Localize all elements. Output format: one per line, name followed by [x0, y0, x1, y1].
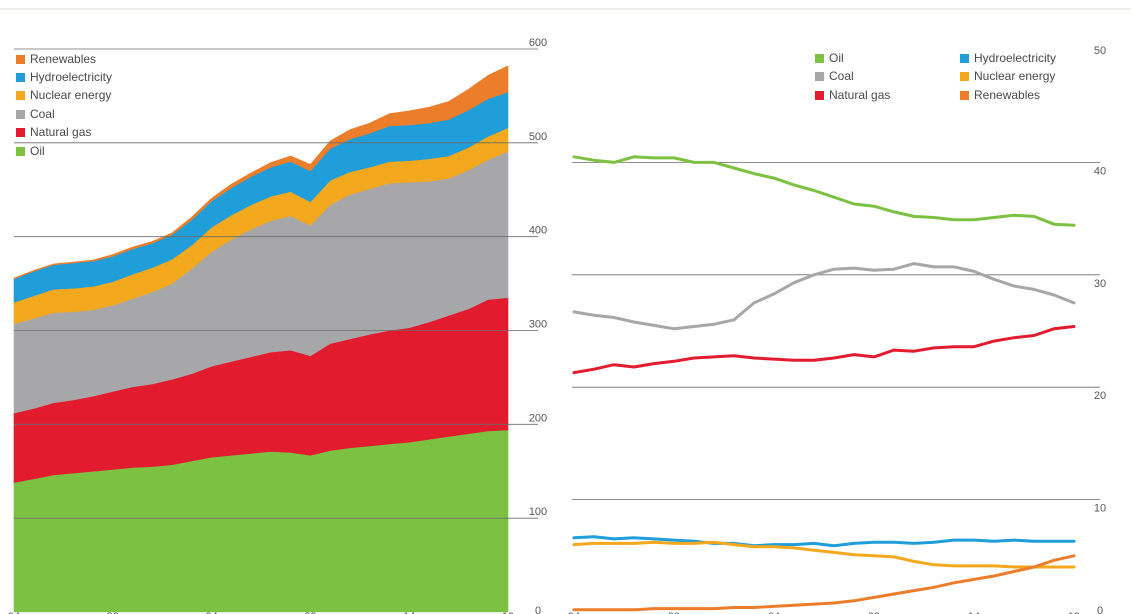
legend-label: Nuclear energy [30, 88, 112, 102]
y-tick-label: 100 [529, 506, 547, 518]
legend-swatch [815, 90, 824, 100]
x-tick-label: 14 [968, 611, 980, 614]
legend-label: Coal [829, 69, 854, 83]
x-tick-label: 09 [304, 611, 316, 614]
legend-item-nuclear-energy: Nuclear energy [16, 87, 111, 103]
line-hydroelectricity [572, 535, 1076, 548]
legend-label: Hydroelectricity [30, 70, 113, 84]
legend-label: Nuclear energy [974, 69, 1056, 83]
legend-item-natural-gas: Natural gas [815, 87, 890, 103]
line-coal [572, 262, 1076, 331]
y-tick-label: 20 [1094, 390, 1106, 402]
legend-swatch [16, 109, 25, 119]
stacked-area-chart-consumption: 0 100 200 300 400 500 600 94 99 04 09 14 19 [8, 37, 547, 614]
x-tick-label: 94 [8, 611, 20, 614]
legend-item-hydroelectricity: Hydroelectricity [16, 69, 112, 85]
legend-label: Coal [30, 107, 55, 121]
y-tick-label: 500 [529, 131, 547, 143]
y-tick-label: 40 [1094, 165, 1106, 177]
line-natural-gas [572, 325, 1076, 375]
legend-item-renewables: Renewables [960, 87, 1040, 103]
x-tick-label: 94 [568, 611, 580, 614]
legend-item-oil: Oil [815, 50, 844, 66]
legend-swatch [815, 53, 824, 63]
legend-item-oil: Oil [16, 143, 45, 159]
legend-item-natural-gas: Natural gas [16, 124, 91, 140]
x-tick-label: 19 [1068, 611, 1080, 614]
y-tick-label: 400 [529, 225, 547, 237]
line-oil [572, 155, 1076, 227]
y-tick-label: 50 [1094, 45, 1106, 57]
legend-label: Hydroelectricity [974, 51, 1057, 65]
top-rule [0, 8, 1131, 10]
legend-swatch [16, 72, 25, 82]
x-tick-label: 14 [403, 611, 415, 614]
y-tick-label: 600 [529, 37, 547, 49]
legend-label: Renewables [974, 88, 1041, 102]
y-tick-label: 200 [529, 412, 547, 424]
legend-item-renewables: Renewables [16, 51, 96, 67]
legend-swatch [16, 54, 25, 64]
line-chart-shares: 0 10 20 30 40 50 94 99 04 09 14 19 [568, 45, 1106, 614]
y-tick-label: 10 [1094, 503, 1106, 515]
area-renewables [13, 65, 509, 280]
line-nuclear-energy [572, 540, 1076, 569]
legend-label: Oil [829, 51, 844, 65]
legend-item-coal: Coal [16, 106, 55, 122]
x-tick-label: 19 [502, 611, 514, 614]
y-tick-label: 0 [1097, 605, 1103, 614]
legend-item-hydroelectricity: Hydroelectricity [960, 50, 1056, 66]
legend-swatch [960, 90, 969, 100]
legend-swatch [16, 127, 25, 137]
legend-swatch [16, 146, 25, 156]
legend-label: Renewables [30, 52, 97, 66]
legend-label: Natural gas [829, 88, 891, 102]
y-tick-label: 30 [1094, 278, 1106, 290]
y-tick-label: 0 [535, 605, 541, 614]
x-tick-label: 09 [868, 611, 880, 614]
legend-item-coal: Coal [815, 68, 854, 84]
x-tick-label: 99 [107, 611, 119, 614]
x-tick-label: 04 [205, 611, 217, 614]
legend-swatch [960, 53, 969, 63]
y-tick-label: 300 [529, 319, 547, 331]
x-tick-label: 99 [668, 611, 680, 614]
legend-swatch [960, 71, 969, 81]
legend-item-nuclear-energy: Nuclear energy [960, 68, 1055, 84]
legend-label: Natural gas [30, 125, 92, 139]
legend-swatch [815, 71, 824, 81]
legend-label: Oil [30, 144, 45, 158]
legend-swatch [16, 90, 25, 100]
x-tick-label: 04 [768, 611, 780, 614]
line-renewables [572, 554, 1076, 612]
